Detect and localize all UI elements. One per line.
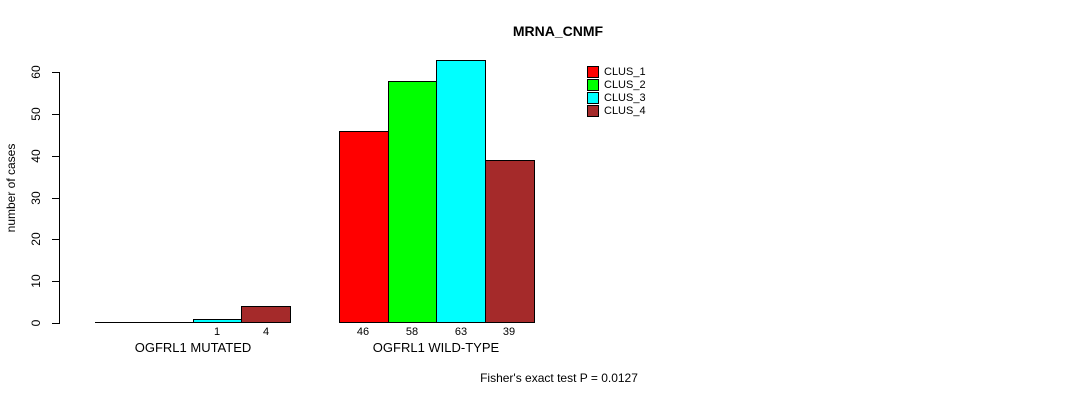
y-axis-tick: [52, 114, 60, 115]
bar-value-label: 46: [356, 326, 370, 338]
y-axis-title: number of cases: [4, 143, 18, 233]
bar-clus_3: [436, 60, 486, 323]
y-axis-tick: [52, 156, 60, 157]
legend-item-clus_3: CLUS_3: [587, 91, 646, 104]
chart-title: MRNA_CNMF: [512, 23, 604, 39]
y-axis-tick-label: 50: [29, 107, 43, 121]
bar-clus_3: [193, 319, 242, 323]
y-axis-tick-label: 10: [29, 274, 43, 288]
legend-swatch-clus_4: [587, 104, 599, 117]
legend-label: CLUS_1: [604, 65, 646, 78]
legend-swatch-clus_2: [587, 78, 599, 91]
bar-clus_2: [388, 81, 437, 323]
legend-label: CLUS_2: [604, 78, 646, 91]
y-axis-tick-label: 40: [29, 149, 43, 163]
bar-value-label: 4: [262, 326, 270, 338]
bar-value-label: 1: [213, 326, 221, 338]
legend-item-clus_1: CLUS_1: [587, 65, 646, 78]
legend-label: CLUS_3: [604, 91, 646, 104]
bar-clus_2-zero: [144, 322, 194, 323]
y-axis-tick: [52, 323, 60, 324]
legend-item-clus_2: CLUS_2: [587, 78, 646, 91]
bar-clus_1-zero: [95, 322, 145, 323]
y-axis-tick: [52, 72, 60, 73]
legend-label: CLUS_4: [604, 104, 646, 117]
annotation-text: Fisher's exact test P = 0.0127: [480, 371, 638, 385]
y-axis-tick: [52, 281, 60, 282]
bar-clus_4: [485, 160, 535, 323]
bar-value-label: 63: [454, 326, 468, 338]
x-category-label: OGFRL1 WILD-TYPE: [372, 340, 500, 355]
y-axis-tick-label: 0: [29, 319, 43, 327]
y-axis-tick-label: 20: [29, 232, 43, 246]
legend: CLUS_1 CLUS_2 CLUS_3 CLUS_4: [587, 65, 646, 117]
bar-value-label: 39: [502, 326, 516, 338]
bar-clus_1: [339, 131, 389, 323]
x-category-label: OGFRL1 MUTATED: [134, 340, 252, 355]
y-axis-tick: [52, 198, 60, 199]
y-axis-tick-label: 30: [29, 191, 43, 205]
legend-item-clus_4: CLUS_4: [587, 104, 646, 117]
y-axis-tick-label: 60: [29, 65, 43, 79]
legend-swatch-clus_3: [587, 91, 599, 104]
bar-clus_4: [241, 306, 291, 323]
bar-value-label: 58: [405, 326, 419, 338]
legend-swatch-clus_1: [587, 65, 599, 78]
y-axis-tick: [52, 239, 60, 240]
